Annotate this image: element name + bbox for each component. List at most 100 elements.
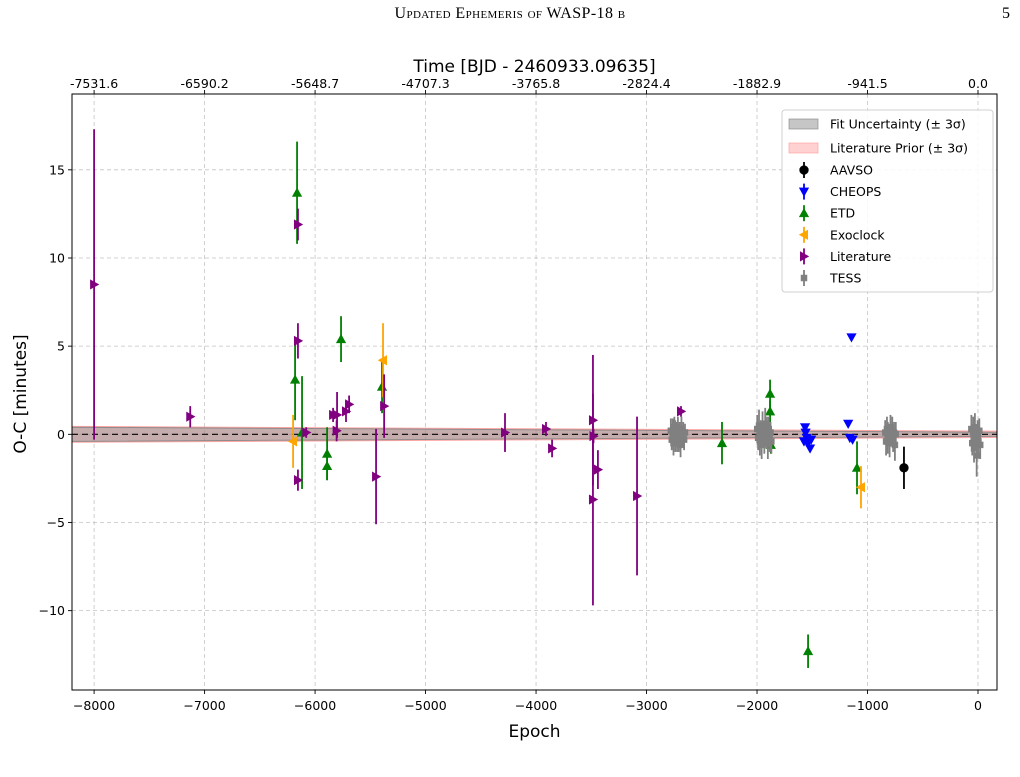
legend-entry-etd: ETD	[798, 205, 855, 222]
etd-point	[764, 388, 776, 398]
literature-point	[501, 427, 511, 438]
literature-point	[372, 471, 382, 482]
literature-point	[593, 464, 604, 475]
literature-point	[293, 335, 304, 346]
etd-point	[291, 187, 303, 197]
literature-point	[345, 399, 355, 410]
legend-entry-literature-prior: Literature Prior (± 3σ)	[788, 141, 968, 156]
top-x-tick-label: -2824.4	[622, 76, 670, 91]
etd-point	[764, 406, 776, 416]
fit-uncertainty-legend-swatch	[788, 118, 819, 130]
y-tick-label: −10	[39, 603, 65, 618]
x-tick-label: −2000	[736, 698, 778, 713]
axes-frame	[71, 93, 998, 691]
tess-point	[768, 438, 775, 445]
x-tick-label: −5000	[404, 698, 446, 713]
top-x-tick-label: -6590.2	[180, 76, 228, 91]
cheops-point	[843, 419, 854, 429]
aavso-legend-marker	[799, 165, 809, 175]
cheops-legend-marker	[798, 187, 810, 197]
literature-point	[548, 443, 558, 454]
exoclock-point	[855, 482, 865, 493]
top-x-tick-label: -7531.6	[70, 76, 118, 91]
cheops-point	[800, 428, 811, 438]
literature-point	[293, 475, 304, 486]
y-tick-label: 0	[57, 427, 65, 442]
etd-legend-marker	[798, 207, 810, 218]
legend-entry-fit-uncertainty: Fit Uncertainty (± 3σ)	[788, 117, 966, 132]
y-tick-label: −5	[47, 515, 65, 530]
legend-entry-cheops: CHEOPS	[798, 183, 881, 200]
y-tick-label: 5	[57, 339, 65, 354]
exoclock-point	[377, 355, 388, 366]
tess-legend-marker	[800, 274, 808, 282]
y-tick-label: 15	[49, 162, 65, 177]
etd-point	[802, 645, 814, 656]
etd-point	[376, 381, 388, 391]
x-tick-label: −6000	[294, 698, 336, 713]
legend-label: CHEOPS	[830, 184, 881, 199]
literature-point	[342, 406, 352, 417]
tess-point	[892, 431, 900, 438]
x-tick-label: −7000	[183, 698, 225, 713]
literature-point	[588, 494, 599, 505]
x-tick-label: 0	[974, 698, 982, 713]
y-axis-title: O-C [minutes]	[11, 334, 31, 453]
x-axis-title: Epoch	[508, 722, 560, 742]
etd-point	[322, 460, 333, 471]
exoclock-legend-marker	[798, 229, 808, 240]
axis-ticks: −8000 −7000 −6000 −5000 −4000 −3000 −2000 −1000…	[39, 76, 988, 713]
cheops-point	[846, 333, 857, 343]
legend-frame	[781, 109, 994, 293]
x-tick-label: −3000	[625, 698, 667, 713]
cheops-series	[798, 333, 858, 454]
top-x-tick-label: -3765.8	[512, 76, 560, 91]
etd-series	[289, 141, 863, 668]
top-x-tick-label: 0.0	[968, 76, 988, 91]
etd-point	[335, 333, 347, 344]
legend: Fit Uncertainty (± 3σ) Literature Prior (…	[781, 109, 994, 293]
etd-point	[851, 462, 863, 472]
legend-label: TESS	[829, 271, 861, 286]
x-tick-label: −8000	[73, 698, 115, 713]
x-tick-label: −4000	[515, 698, 557, 713]
top-x-tick-label: -1882.9	[733, 76, 781, 91]
tess-point	[681, 429, 689, 436]
legend-label: Literature	[830, 249, 892, 264]
legend-label: Literature Prior (± 3σ)	[830, 141, 968, 156]
etd-point	[289, 374, 301, 384]
literature-point	[333, 409, 343, 421]
literature-point	[380, 400, 390, 412]
legend-label: AAVSO	[830, 163, 873, 178]
cheops-point	[804, 444, 816, 454]
y-tick-label: 10	[49, 250, 65, 265]
etd-point	[716, 437, 728, 448]
page-number: 5	[1002, 5, 1010, 22]
top-x-tick-label: -4707.3	[401, 76, 449, 91]
aavso-point	[899, 463, 909, 473]
cheops-point	[799, 423, 811, 433]
literature-point	[302, 427, 312, 438]
literature-point	[332, 425, 342, 436]
literature-series	[90, 129, 687, 606]
x-tick-label: −1000	[846, 698, 888, 713]
legend-entry-tess: TESS	[800, 270, 861, 286]
literature-prior-legend-swatch	[788, 142, 819, 154]
top-x-axis-title: Time [BJD - 2460933.09635]	[412, 57, 655, 77]
literature-point	[293, 219, 304, 230]
top-x-tick-label: -941.5	[847, 76, 887, 91]
aavso-series	[899, 446, 909, 489]
literature-point	[677, 406, 687, 417]
legend-entry-literature: Literature	[800, 248, 892, 265]
cheops-point	[847, 435, 858, 445]
legend-entry-exoclock: Exoclock	[798, 226, 885, 243]
exoclock-point	[287, 436, 298, 447]
plot-area	[72, 129, 997, 668]
top-x-tick-label: -5648.7	[291, 76, 339, 91]
legend-entry-aavso: AAVSO	[799, 162, 873, 178]
tess-point	[976, 441, 984, 449]
legend-label: Exoclock	[830, 227, 885, 242]
legend-label: ETD	[830, 206, 855, 221]
running-header: Updated Ephemeris of WASP-18 b	[394, 5, 626, 22]
